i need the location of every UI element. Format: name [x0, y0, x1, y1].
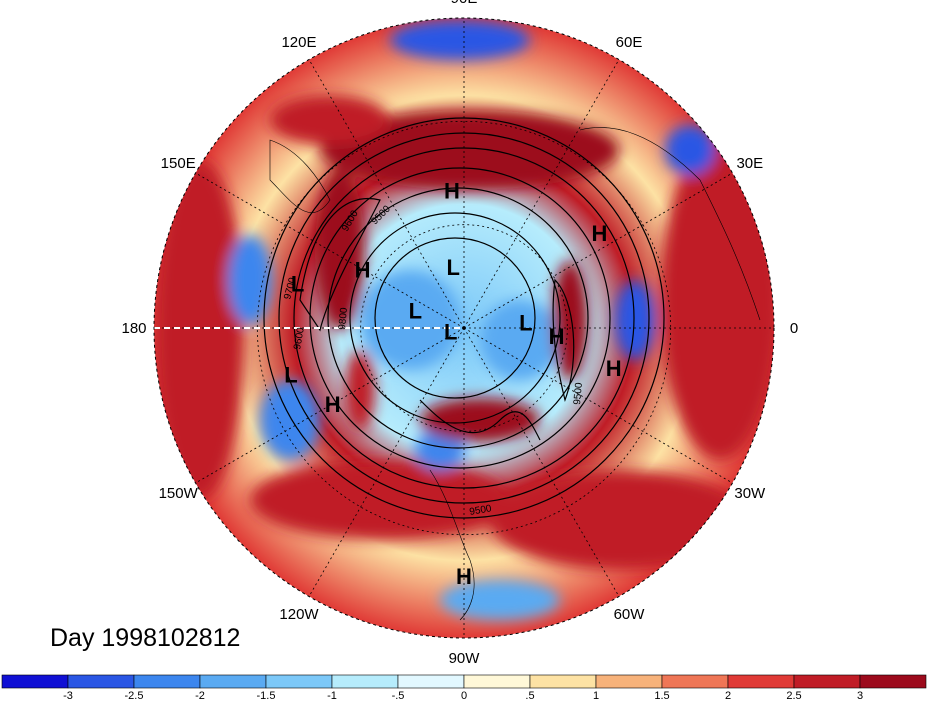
- colorbar-tick-label: -2.5: [125, 690, 144, 702]
- colorbar-swatch: [1, 674, 69, 689]
- longitude-label: 150E: [161, 155, 196, 172]
- colorbar-swatch: [397, 674, 465, 689]
- contour-label: 9800: [337, 307, 350, 331]
- high-pressure-marker: H: [355, 257, 371, 282]
- colorbar-tick-label: 0: [461, 690, 467, 702]
- latitude-circle: [360, 224, 568, 432]
- colorbar-swatch: [67, 674, 135, 689]
- longitude-label: 180: [121, 320, 146, 337]
- colorbar-tick-label: -1.5: [257, 690, 276, 702]
- low-pressure-marker: L: [409, 298, 422, 323]
- longitude-label: 30E: [736, 155, 763, 172]
- colorbar-swatch: [331, 674, 399, 689]
- colorbar-tick-label: -3: [63, 690, 73, 702]
- colorbar-tick-label: 1.5: [654, 690, 669, 702]
- graticule: [154, 18, 774, 638]
- colorbar-swatch: [595, 674, 663, 689]
- colorbar-swatch: [463, 674, 531, 689]
- colorbar-swatch: [529, 674, 597, 689]
- high-pressure-marker: H: [456, 564, 472, 589]
- colorbar-tick-label: 2: [725, 690, 731, 702]
- meridian-line: [463, 59, 620, 329]
- longitude-labels: 90E 60E 30E 0 30W 60W 90W 120W 150W 180 150E 120E: [121, 0, 798, 667]
- low-pressure-marker: L: [291, 271, 304, 296]
- low-pressure-marker: L: [444, 320, 457, 345]
- contour-label: 9500: [469, 503, 493, 518]
- colorbar-swatch: [133, 674, 201, 689]
- longitude-label: 150W: [159, 485, 199, 502]
- longitude-label: 120E: [281, 34, 316, 51]
- contour-label: 9500: [572, 382, 585, 406]
- colorbar-tick-label: .5: [525, 690, 534, 702]
- meridian-line: [463, 327, 620, 597]
- meridian-line: [195, 327, 465, 484]
- meridian-line: [463, 172, 733, 329]
- colorbar-swatch: [661, 674, 729, 689]
- meridian-line: [195, 172, 465, 329]
- colorbar-swatch: [265, 674, 333, 689]
- high-pressure-marker: H: [606, 356, 622, 381]
- longitude-label: 60W: [614, 606, 646, 623]
- high-pressure-marker: H: [444, 179, 460, 204]
- map-boundary: [153, 17, 775, 639]
- longitude-label: 90W: [449, 650, 481, 667]
- high-pressure-marker: H: [549, 324, 565, 349]
- meridian-line: [463, 327, 733, 484]
- meridian-line: [308, 327, 465, 597]
- low-pressure-marker: L: [284, 362, 297, 387]
- colorbar-swatch: [727, 674, 795, 689]
- colorbar-swatch: [199, 674, 267, 689]
- date-title: Day 1998102812: [50, 624, 240, 652]
- colorbar-tick-label: 3: [857, 690, 863, 702]
- high-pressure-marker: H: [325, 392, 341, 417]
- longitude-label: 90E: [451, 0, 478, 7]
- longitude-label: 120W: [279, 606, 319, 623]
- low-pressure-marker: L: [446, 255, 459, 280]
- colorbar-tick-label: -1: [327, 690, 337, 702]
- longitude-label: 60E: [616, 34, 643, 51]
- height-contours: [263, 117, 665, 519]
- colorbar-tick-label: -2: [195, 690, 205, 702]
- colorbar-swatch: [859, 674, 927, 689]
- colorbar-tick-label: -.5: [392, 690, 405, 702]
- low-pressure-marker: L: [519, 311, 532, 336]
- longitude-label: 0: [790, 320, 798, 337]
- meridian-line: [308, 59, 465, 329]
- colorbar-swatch: [793, 674, 861, 689]
- contour-label: 9600: [292, 326, 307, 350]
- high-pressure-marker: H: [591, 221, 607, 246]
- colorbar-tick-label: 1: [593, 690, 599, 702]
- colorbar-tick-label: 2.5: [786, 690, 801, 702]
- colorbar: -3 -2.5 -2 -1.5 -1 -.5 0 .5 1 1.5 2 2.5 3: [1, 674, 927, 702]
- coastlines: [269, 127, 761, 621]
- longitude-label: 30W: [734, 485, 766, 502]
